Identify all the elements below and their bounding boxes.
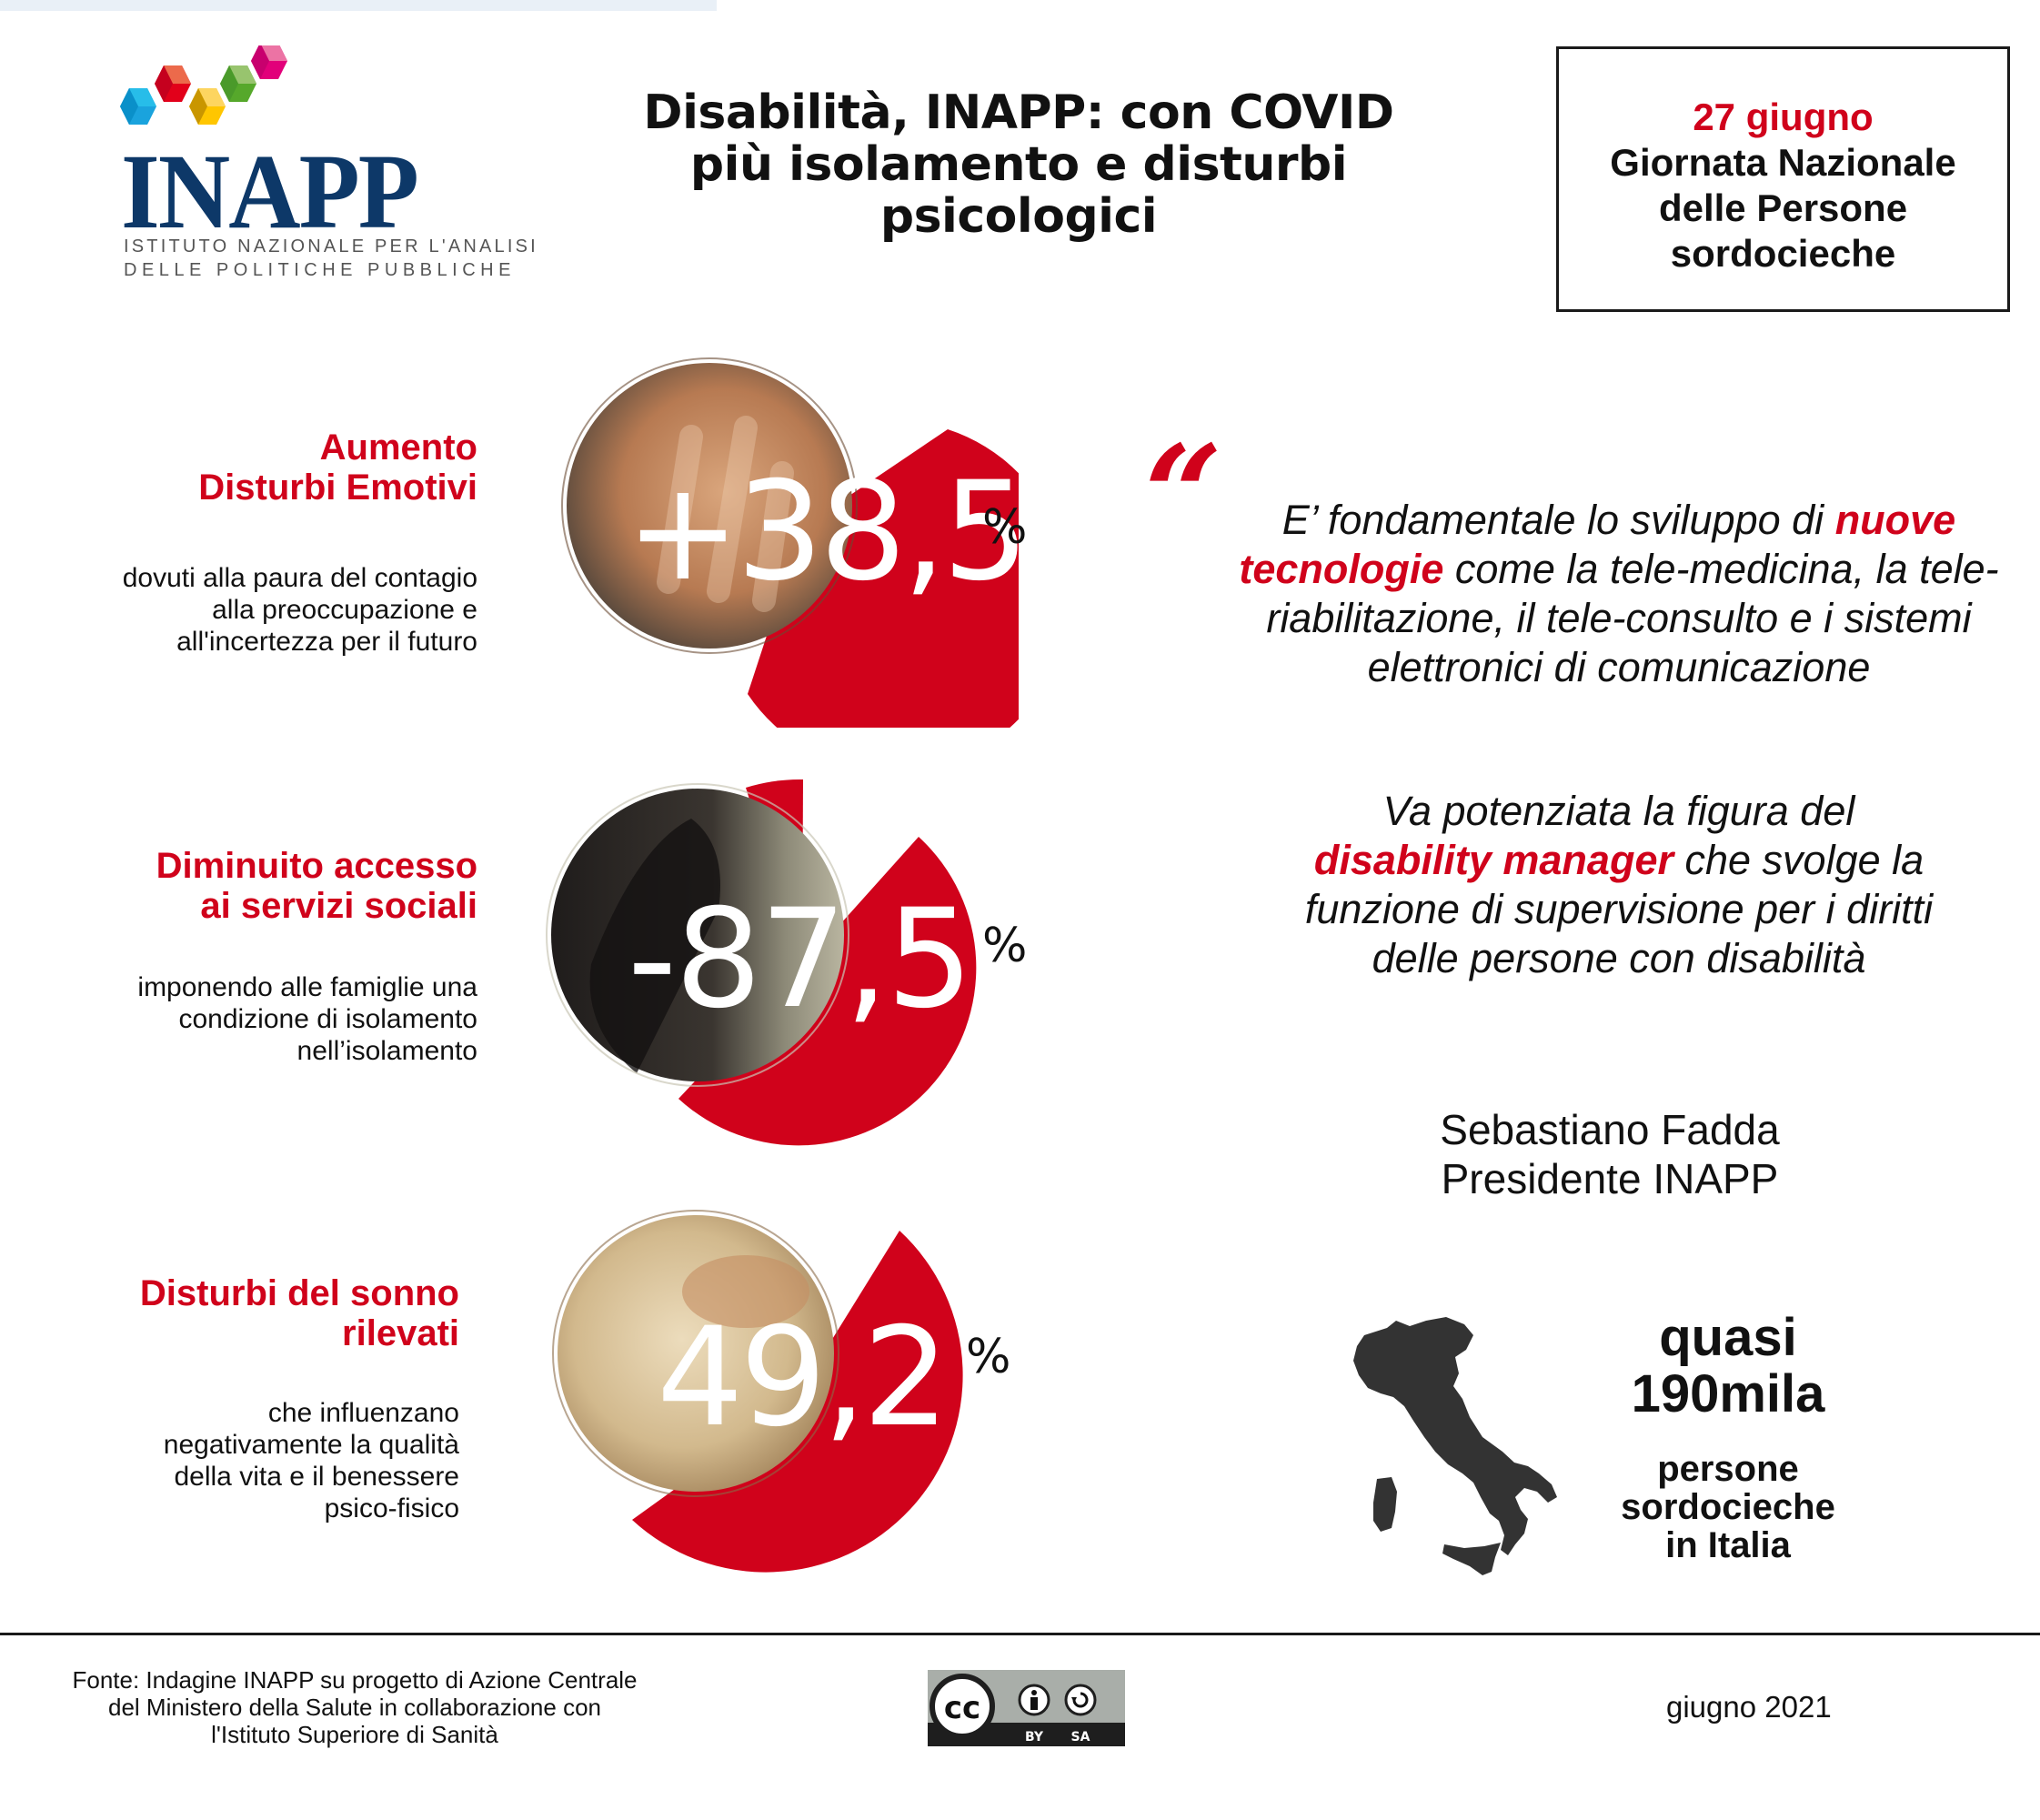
stat-heading: rilevati <box>342 1313 459 1353</box>
italy-stat-desc: sordocieche <box>1621 1487 1835 1527</box>
title-line: Disabilità, INAPP: con COVID <box>643 85 1394 140</box>
author-name: Sebastiano Fadda <box>1440 1106 1780 1153</box>
quote-highlight: nuove tecnologie <box>1239 497 1956 592</box>
publication-date: giugno 2021 <box>1666 1690 1832 1724</box>
stat-1-graphic <box>561 357 1019 728</box>
red-sector <box>748 429 1019 728</box>
italy-stat-value: 190mila <box>1631 1364 1825 1423</box>
stat-value: 49,2 <box>657 1299 950 1457</box>
stat-unit: % <box>982 500 1028 555</box>
italy-stat-desc: in Italia <box>1665 1525 1791 1565</box>
share-alike-icon <box>1064 1684 1097 1716</box>
event-name-line: delle Persone <box>1658 186 1908 229</box>
stat-value: -87,5 <box>628 880 973 1039</box>
author-role: Presidente INAPP <box>1441 1155 1779 1202</box>
top-bar <box>0 0 717 11</box>
logo-subtitle-1: ISTITUTO NAZIONALE PER L'ANALISI <box>124 236 538 256</box>
svg-text:SA: SA <box>1071 1730 1090 1745</box>
stat-description: nell’isolamento <box>296 1036 477 1066</box>
source-note: Fonte: Indagine INAPP su progetto di Azi… <box>72 1666 638 1748</box>
stat-description: che influenzano <box>267 1398 459 1428</box>
quote-paragraph-2: Va potenziata la figura del disability m… <box>1304 788 1934 981</box>
stat-heading: Diminuito accesso <box>156 846 477 886</box>
stat-2-label: Diminuito accesso ai servizi sociali imp… <box>36 846 477 1067</box>
cc-license-badge[interactable]: cc BY SA <box>928 1670 1125 1746</box>
stat-unit: % <box>966 1330 1011 1384</box>
stat-description: all'incertezza per il futuro <box>176 627 477 657</box>
hands-photo <box>567 363 852 649</box>
stat-description: imponendo alle famiglie una <box>137 972 477 1002</box>
cc-icon <box>930 1674 995 1739</box>
stat-description: della vita e il benessere <box>174 1462 459 1492</box>
quote-paragraph-1: E’ fondamentale lo sviluppo di nuove tec… <box>1239 497 1999 690</box>
stat-3-graphic <box>552 1210 963 1573</box>
title-line: più isolamento e disturbi <box>689 137 1348 192</box>
svg-text:BY: BY <box>1025 1730 1044 1745</box>
logo-wordmark: INAPP <box>121 132 419 251</box>
italy-stat: quasi 190mila persone sordocieche in Ita… <box>1555 1308 1901 1565</box>
quote-highlight: disability manager <box>1313 837 1673 883</box>
inapp-logo: INAPP ISTITUTO NAZIONALE PER L'ANALISI D… <box>109 45 536 282</box>
event-date-box: 27 giugno Giornata Nazionale delle Perso… <box>1556 46 2010 312</box>
title-line: psicologici <box>879 189 1158 244</box>
stat-heading: ai servizi sociali <box>200 886 477 926</box>
logo-subtitle-2: DELLE POLITICHE PUBBLICHE <box>124 260 516 280</box>
stat-2-graphic <box>546 779 977 1146</box>
italy-stat-desc: persone <box>1657 1449 1799 1489</box>
event-date: 27 giugno <box>1693 96 1874 138</box>
italy-map-icon <box>1353 1317 1557 1575</box>
page-title: Disabilità, INAPP: con COVID più isolame… <box>582 87 1455 243</box>
stat-unit: % <box>982 919 1028 973</box>
stat-description: condizione di isolamento <box>178 1004 477 1034</box>
stat-heading: Aumento <box>319 427 477 468</box>
stat-3-label: Disturbi del sonno rilevati che influenz… <box>91 1273 459 1524</box>
event-name-line: Giornata Nazionale <box>1610 141 1956 184</box>
cubes-icon <box>120 45 287 125</box>
stat-description: negativamente la qualità <box>163 1430 459 1460</box>
event-name-line: sordocieche <box>1670 232 1896 275</box>
stat-description: psico-fisico <box>324 1493 459 1523</box>
quote-author: Sebastiano Fadda Presidente INAPP <box>1346 1105 1874 1203</box>
stat-description: alla preoccupazione e <box>212 595 477 625</box>
footer-divider <box>0 1633 2040 1635</box>
stat-description: dovuti alla paura del contagio <box>122 563 477 593</box>
stat-1-label: Aumento Disturbi Emotivi dovuti alla pau… <box>36 427 477 658</box>
quote-mark-icon: “ <box>1144 416 1223 576</box>
stat-heading: Disturbi del sonno <box>139 1273 459 1313</box>
stat-heading: Disturbi Emotivi <box>198 468 477 508</box>
stat-value: +38,5 <box>626 453 1030 611</box>
italy-stat-line1: quasi <box>1659 1308 1797 1367</box>
svg-text:cc: cc <box>944 1690 980 1726</box>
